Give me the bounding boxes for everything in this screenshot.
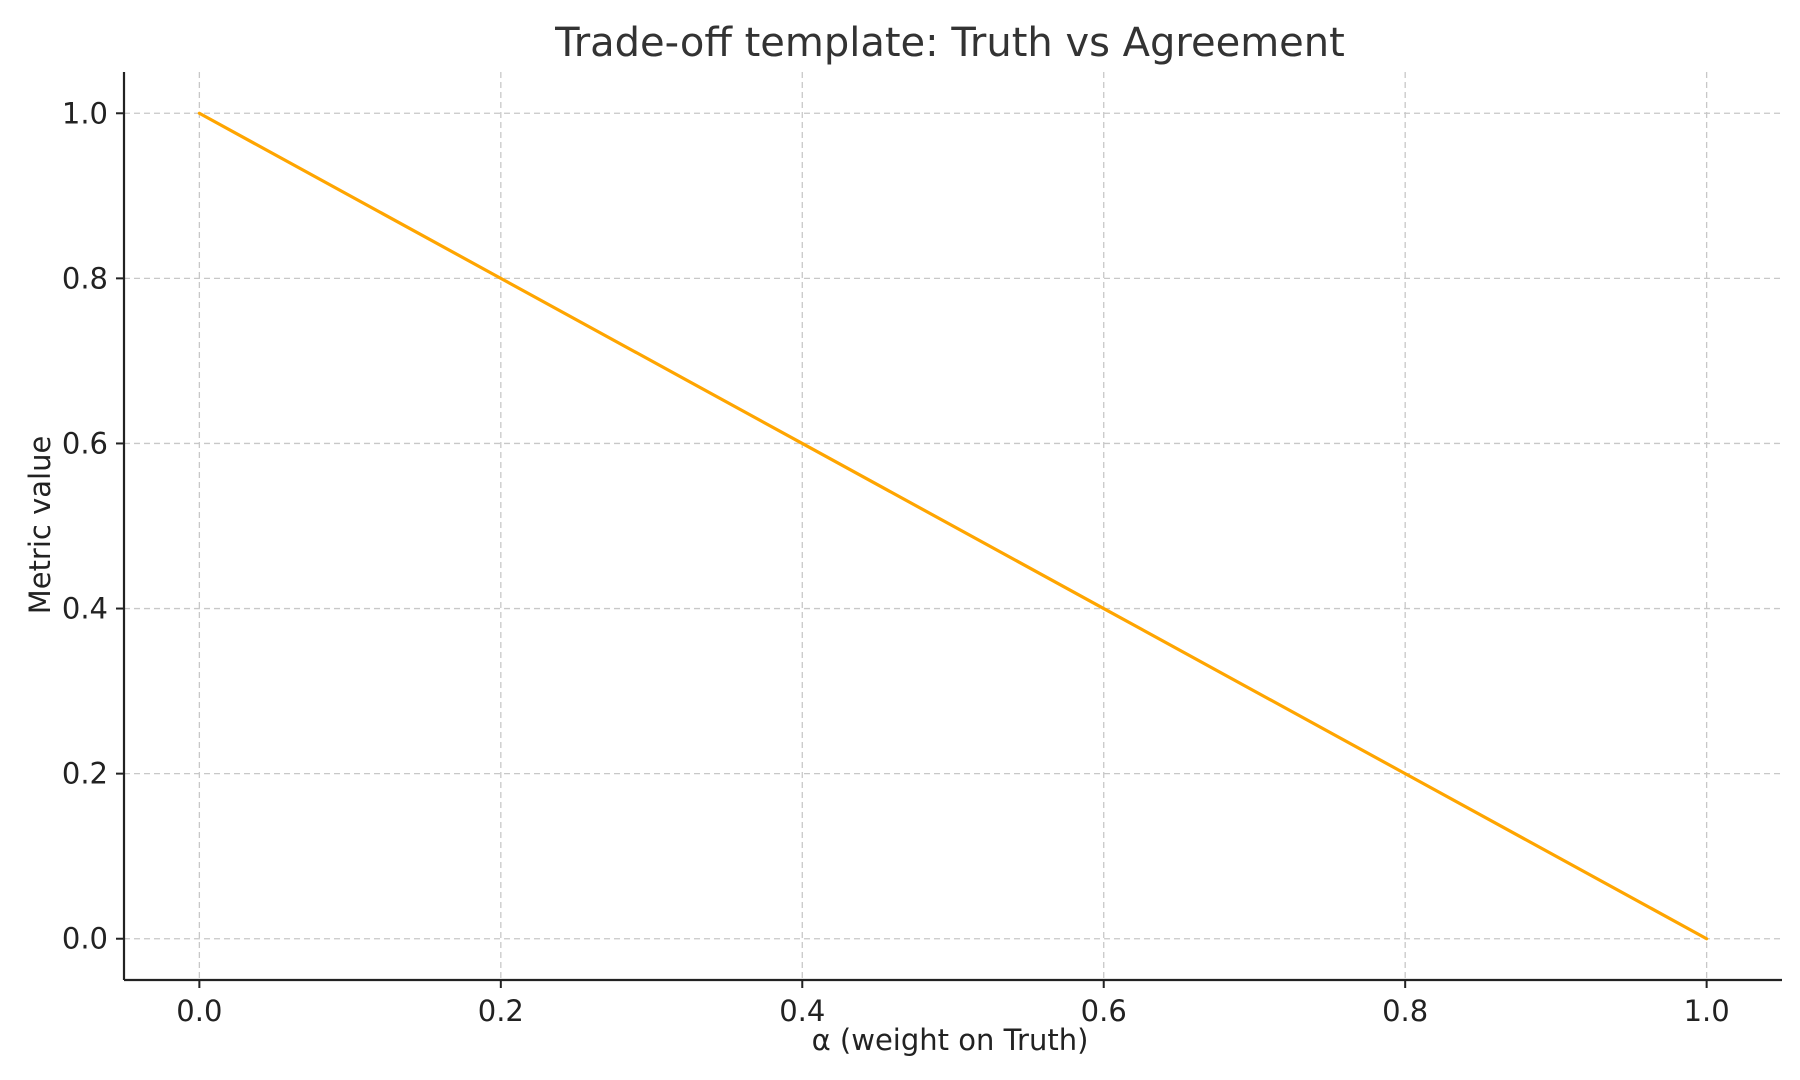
series-line (197, 111, 1709, 941)
x-tick-label: 0.0 (176, 994, 222, 1028)
x-axis-label: α (weight on Truth) (812, 1023, 1089, 1057)
x-tick-label: 0.8 (1382, 994, 1428, 1028)
y-axis-label: Metric value (23, 436, 57, 615)
x-tick-label: 0.2 (478, 994, 524, 1028)
y-tick-label: 0.2 (62, 757, 108, 791)
y-tick-label: 1.0 (62, 96, 108, 130)
grid (124, 72, 1782, 980)
x-tick-label: 0.4 (779, 994, 825, 1028)
y-tick-label: 0.4 (62, 592, 108, 626)
x-tick-label: 1.0 (1684, 994, 1730, 1028)
series-layer (197, 111, 1709, 941)
axes (122, 72, 1782, 982)
y-tick-label: 0.6 (62, 426, 108, 460)
ticks: 0.0 0.2 0.4 0.6 0.8 1.0 0.0 0.2 0.4 0.6 0.8 1.0 (62, 96, 1730, 1028)
y-tick-label: 0.0 (62, 922, 108, 956)
x-tick-label: 0.6 (1081, 994, 1127, 1028)
y-tick-label: 0.8 (62, 261, 108, 295)
chart-title: Trade-off template: Truth vs Agreement (554, 20, 1345, 66)
